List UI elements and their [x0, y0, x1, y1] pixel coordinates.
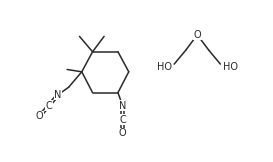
Text: HO: HO	[157, 62, 172, 72]
Text: C: C	[45, 101, 52, 111]
Text: O: O	[35, 111, 43, 122]
Text: N: N	[54, 90, 62, 100]
Text: C: C	[119, 115, 126, 125]
Text: O: O	[119, 128, 126, 138]
Text: HO: HO	[223, 62, 238, 72]
Text: N: N	[119, 101, 126, 111]
Text: O: O	[194, 30, 201, 40]
